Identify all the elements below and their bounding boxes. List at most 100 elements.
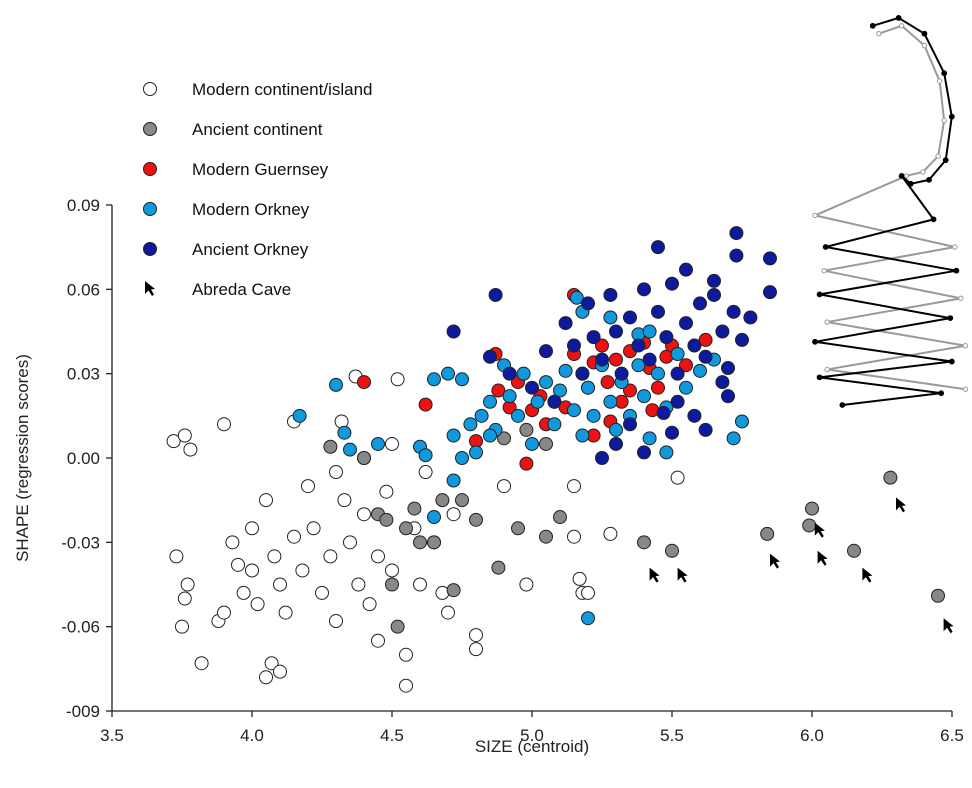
- data-point: [572, 571, 587, 586]
- data-point: [805, 501, 819, 516]
- black-outline-landmark: [938, 390, 945, 397]
- gray-outline-landmark: [958, 295, 964, 302]
- black-outline-landmark: [942, 157, 949, 164]
- data-point: [267, 549, 282, 564]
- data-point: [715, 375, 730, 390]
- data-point: [273, 577, 287, 592]
- data-point: [385, 563, 399, 578]
- gray-outline-landmark: [824, 319, 830, 325]
- data-point: [166, 434, 181, 449]
- data-point: [399, 521, 413, 536]
- black-outline-landmark: [941, 70, 948, 77]
- y-tick-label: 0.00: [67, 449, 100, 468]
- data-point: [343, 535, 357, 550]
- cursor-arrow-icon: [896, 497, 906, 513]
- data-point: [679, 262, 693, 277]
- y-ticks: -009 -0.06 -0.03 0.00 0.03 0.06 0.09: [61, 196, 112, 721]
- series-1: [323, 422, 945, 634]
- data-point: [726, 304, 741, 319]
- data-point: [469, 445, 483, 460]
- gray-outline-line: [814, 24, 967, 391]
- black-outline-landmark: [953, 267, 960, 274]
- black-outline-landmark: [839, 402, 846, 408]
- legend-label: Ancient Orkney: [192, 240, 309, 259]
- gray-outline-landmark: [935, 153, 941, 159]
- data-point: [603, 526, 618, 541]
- data-point: [567, 479, 581, 494]
- data-point: [665, 543, 679, 558]
- inset-outline-figure: [812, 15, 969, 408]
- cursor-arrow-icon: [677, 567, 688, 583]
- data-point: [679, 358, 693, 373]
- data-point: [743, 310, 758, 325]
- data-point: [575, 428, 590, 443]
- data-point: [441, 366, 455, 381]
- data-point: [323, 549, 338, 564]
- black-outline-landmark: [947, 315, 954, 322]
- legend-marker: [143, 82, 157, 96]
- data-point: [245, 563, 259, 578]
- data-point: [623, 310, 637, 325]
- data-point: [539, 436, 553, 451]
- data-point: [637, 535, 651, 550]
- legend-cursor-arrow-icon: [145, 281, 155, 296]
- gray-outline-landmark: [920, 169, 926, 175]
- data-point: [371, 549, 385, 564]
- data-point: [337, 493, 352, 508]
- data-point: [525, 436, 539, 451]
- series-4: [446, 226, 777, 465]
- data-point: [259, 493, 273, 508]
- data-point: [637, 445, 651, 460]
- data-point: [497, 479, 511, 494]
- data-point: [642, 324, 657, 339]
- data-point: [603, 287, 618, 302]
- data-point: [427, 372, 441, 387]
- data-point: [183, 442, 198, 457]
- y-tick-label: -0.03: [61, 533, 100, 552]
- data-point: [665, 276, 679, 291]
- legend: Modern continent/island Ancient continent…: [143, 80, 373, 299]
- black-outline-landmark: [907, 180, 914, 187]
- y-tick-label: 0.03: [67, 365, 100, 384]
- data-point: [539, 529, 553, 544]
- black-outline-landmark: [926, 176, 932, 183]
- data-point: [455, 451, 469, 465]
- data-point: [519, 456, 534, 471]
- data-point: [446, 473, 461, 488]
- data-point: [631, 338, 646, 353]
- data-point: [698, 332, 713, 347]
- cursor-arrow-icon: [862, 567, 873, 583]
- data-point: [250, 597, 265, 612]
- data-point: [558, 363, 573, 378]
- gray-outline-landmark: [876, 31, 882, 37]
- gray-outline-landmark: [898, 23, 905, 29]
- data-point: [357, 507, 371, 522]
- y-axis-label: SHAPE (regression scores): [13, 354, 32, 562]
- data-point: [698, 422, 713, 437]
- x-tick-label: 4.0: [240, 726, 264, 745]
- data-point: [502, 366, 517, 381]
- data-point: [385, 436, 399, 451]
- data-point: [693, 363, 707, 378]
- legend-marker: [143, 202, 157, 216]
- data-point: [642, 352, 657, 367]
- data-point: [273, 664, 287, 679]
- data-point: [802, 518, 817, 533]
- data-point: [698, 349, 713, 364]
- data-point: [175, 619, 189, 634]
- legend-marker: [143, 162, 157, 176]
- data-point: [225, 535, 240, 550]
- legend-label: Ancient continent: [192, 120, 323, 139]
- data-point: [763, 251, 777, 266]
- data-point: [418, 448, 433, 463]
- data-point: [435, 493, 450, 508]
- data-point: [659, 330, 674, 345]
- black-outline-landmark: [869, 22, 876, 29]
- data-point: [413, 577, 427, 592]
- data-point: [516, 366, 531, 381]
- data-point: [586, 408, 601, 423]
- data-point: [217, 417, 231, 432]
- data-point: [707, 273, 721, 288]
- data-point: [558, 316, 573, 331]
